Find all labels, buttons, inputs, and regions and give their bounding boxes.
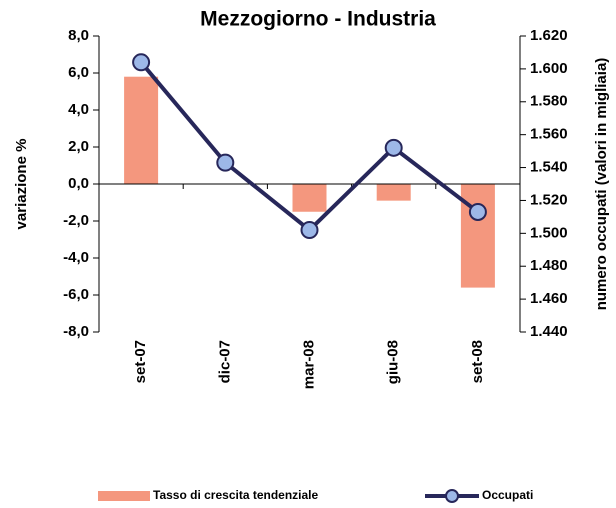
y-tick-label: -8,0 — [63, 323, 89, 340]
y-tick-label: 0,0 — [68, 175, 89, 192]
y2-tick-label: 1.460 — [530, 290, 568, 307]
y2-tick-label: 1.620 — [530, 27, 568, 44]
y-tick-label: -2,0 — [63, 212, 89, 229]
y-axis-title: variazione % — [13, 139, 30, 230]
bar — [292, 184, 327, 212]
y-tick-label: -6,0 — [63, 286, 89, 303]
x-tick-label: set-08 — [469, 340, 486, 383]
chart-title: Mezzogiorno - Industria — [200, 8, 436, 31]
y-tick-label: 8,0 — [68, 27, 89, 44]
line-marker — [300, 221, 319, 240]
x-tick-label: giu-08 — [385, 340, 402, 384]
x-tick-label: dic-07 — [216, 340, 233, 383]
y2-axis-title: numero occupati (valori in migliaia) — [593, 58, 610, 311]
line-marker — [132, 53, 151, 72]
y-tick-label: 4,0 — [68, 101, 89, 118]
legend-marker — [445, 489, 459, 503]
y2-tick-label: 1.500 — [530, 224, 568, 241]
line-marker — [216, 153, 235, 172]
y-tick-label: 2,0 — [68, 138, 89, 155]
line-marker — [468, 202, 487, 221]
y2-tick-label: 1.540 — [530, 159, 568, 176]
y2-tick-label: 1.580 — [530, 93, 568, 110]
legend-label: Occupati — [482, 488, 533, 502]
y2-tick-label: 1.600 — [530, 60, 568, 77]
line-marker — [384, 138, 403, 157]
y2-tick-label: 1.440 — [530, 323, 568, 340]
y2-tick-label: 1.480 — [530, 257, 568, 274]
x-tick-label: set-07 — [132, 340, 149, 383]
y-tick-label: -4,0 — [63, 249, 89, 266]
bar — [124, 76, 159, 184]
legend-swatch — [98, 491, 150, 501]
x-tick-label: mar-08 — [300, 340, 317, 389]
y-tick-label: 6,0 — [68, 64, 89, 81]
bar — [460, 184, 495, 288]
bar — [376, 184, 411, 201]
legend-label: Tasso di crescita tendenziale — [153, 488, 319, 502]
y2-tick-label: 1.560 — [530, 126, 568, 143]
y2-tick-label: 1.520 — [530, 191, 568, 208]
